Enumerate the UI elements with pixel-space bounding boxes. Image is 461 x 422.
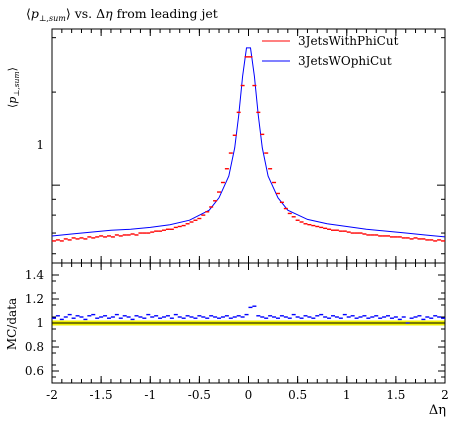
ratio-y-tick-label: 0.8 [25,340,44,354]
x-tick-label: -1.5 [90,388,113,402]
x-tick-label: 0.5 [288,388,307,402]
x-tick-label: 0 [245,388,253,402]
x-tick-label: -0.5 [188,388,211,402]
legend-label-with-phi-cut: 3JetsWithPhiCut [298,34,399,48]
top-y-axis-label: ⟨p⊥,sum⟩ [6,67,21,108]
x-tick-labels: -2 -1.5 -1 -0.5 0 0.5 1 1.5 2 [46,388,449,402]
ratio-y-tick-label: 0.6 [25,364,44,378]
x-tick-label: 1 [343,388,351,402]
legend-label-wo-phi-cut: 3JetsWOphiCut [298,54,392,68]
x-tick-label: 1.5 [386,388,405,402]
top-panel-points [51,47,446,242]
ratio-y-tick-label: 1.4 [25,268,44,282]
x-tick-label: -1 [144,388,156,402]
x-tick-label: 2 [441,388,449,402]
top-y-tick-label-1: 1 [36,138,44,152]
ratio-panel-ticks: 1.4 1.2 1 0.8 0.6 [25,263,446,383]
ratio-y-tick-label: 1.2 [25,292,44,306]
ratio-panel-points [51,305,446,324]
legend: 3JetsWithPhiCut 3JetsWOphiCut [262,34,399,68]
top-panel-ticks [51,29,446,263]
series-wo-phi-cut-line [51,47,446,238]
ratio-y-axis-label: MC/data [5,298,19,350]
ratio-y-tick-label: 1 [36,316,44,330]
chart-title: ⟨p⊥,sum⟩ vs. Δη from leading jet [26,6,218,23]
x-axis-label: Δη [429,403,446,418]
x-tick-label: -2 [46,388,58,402]
